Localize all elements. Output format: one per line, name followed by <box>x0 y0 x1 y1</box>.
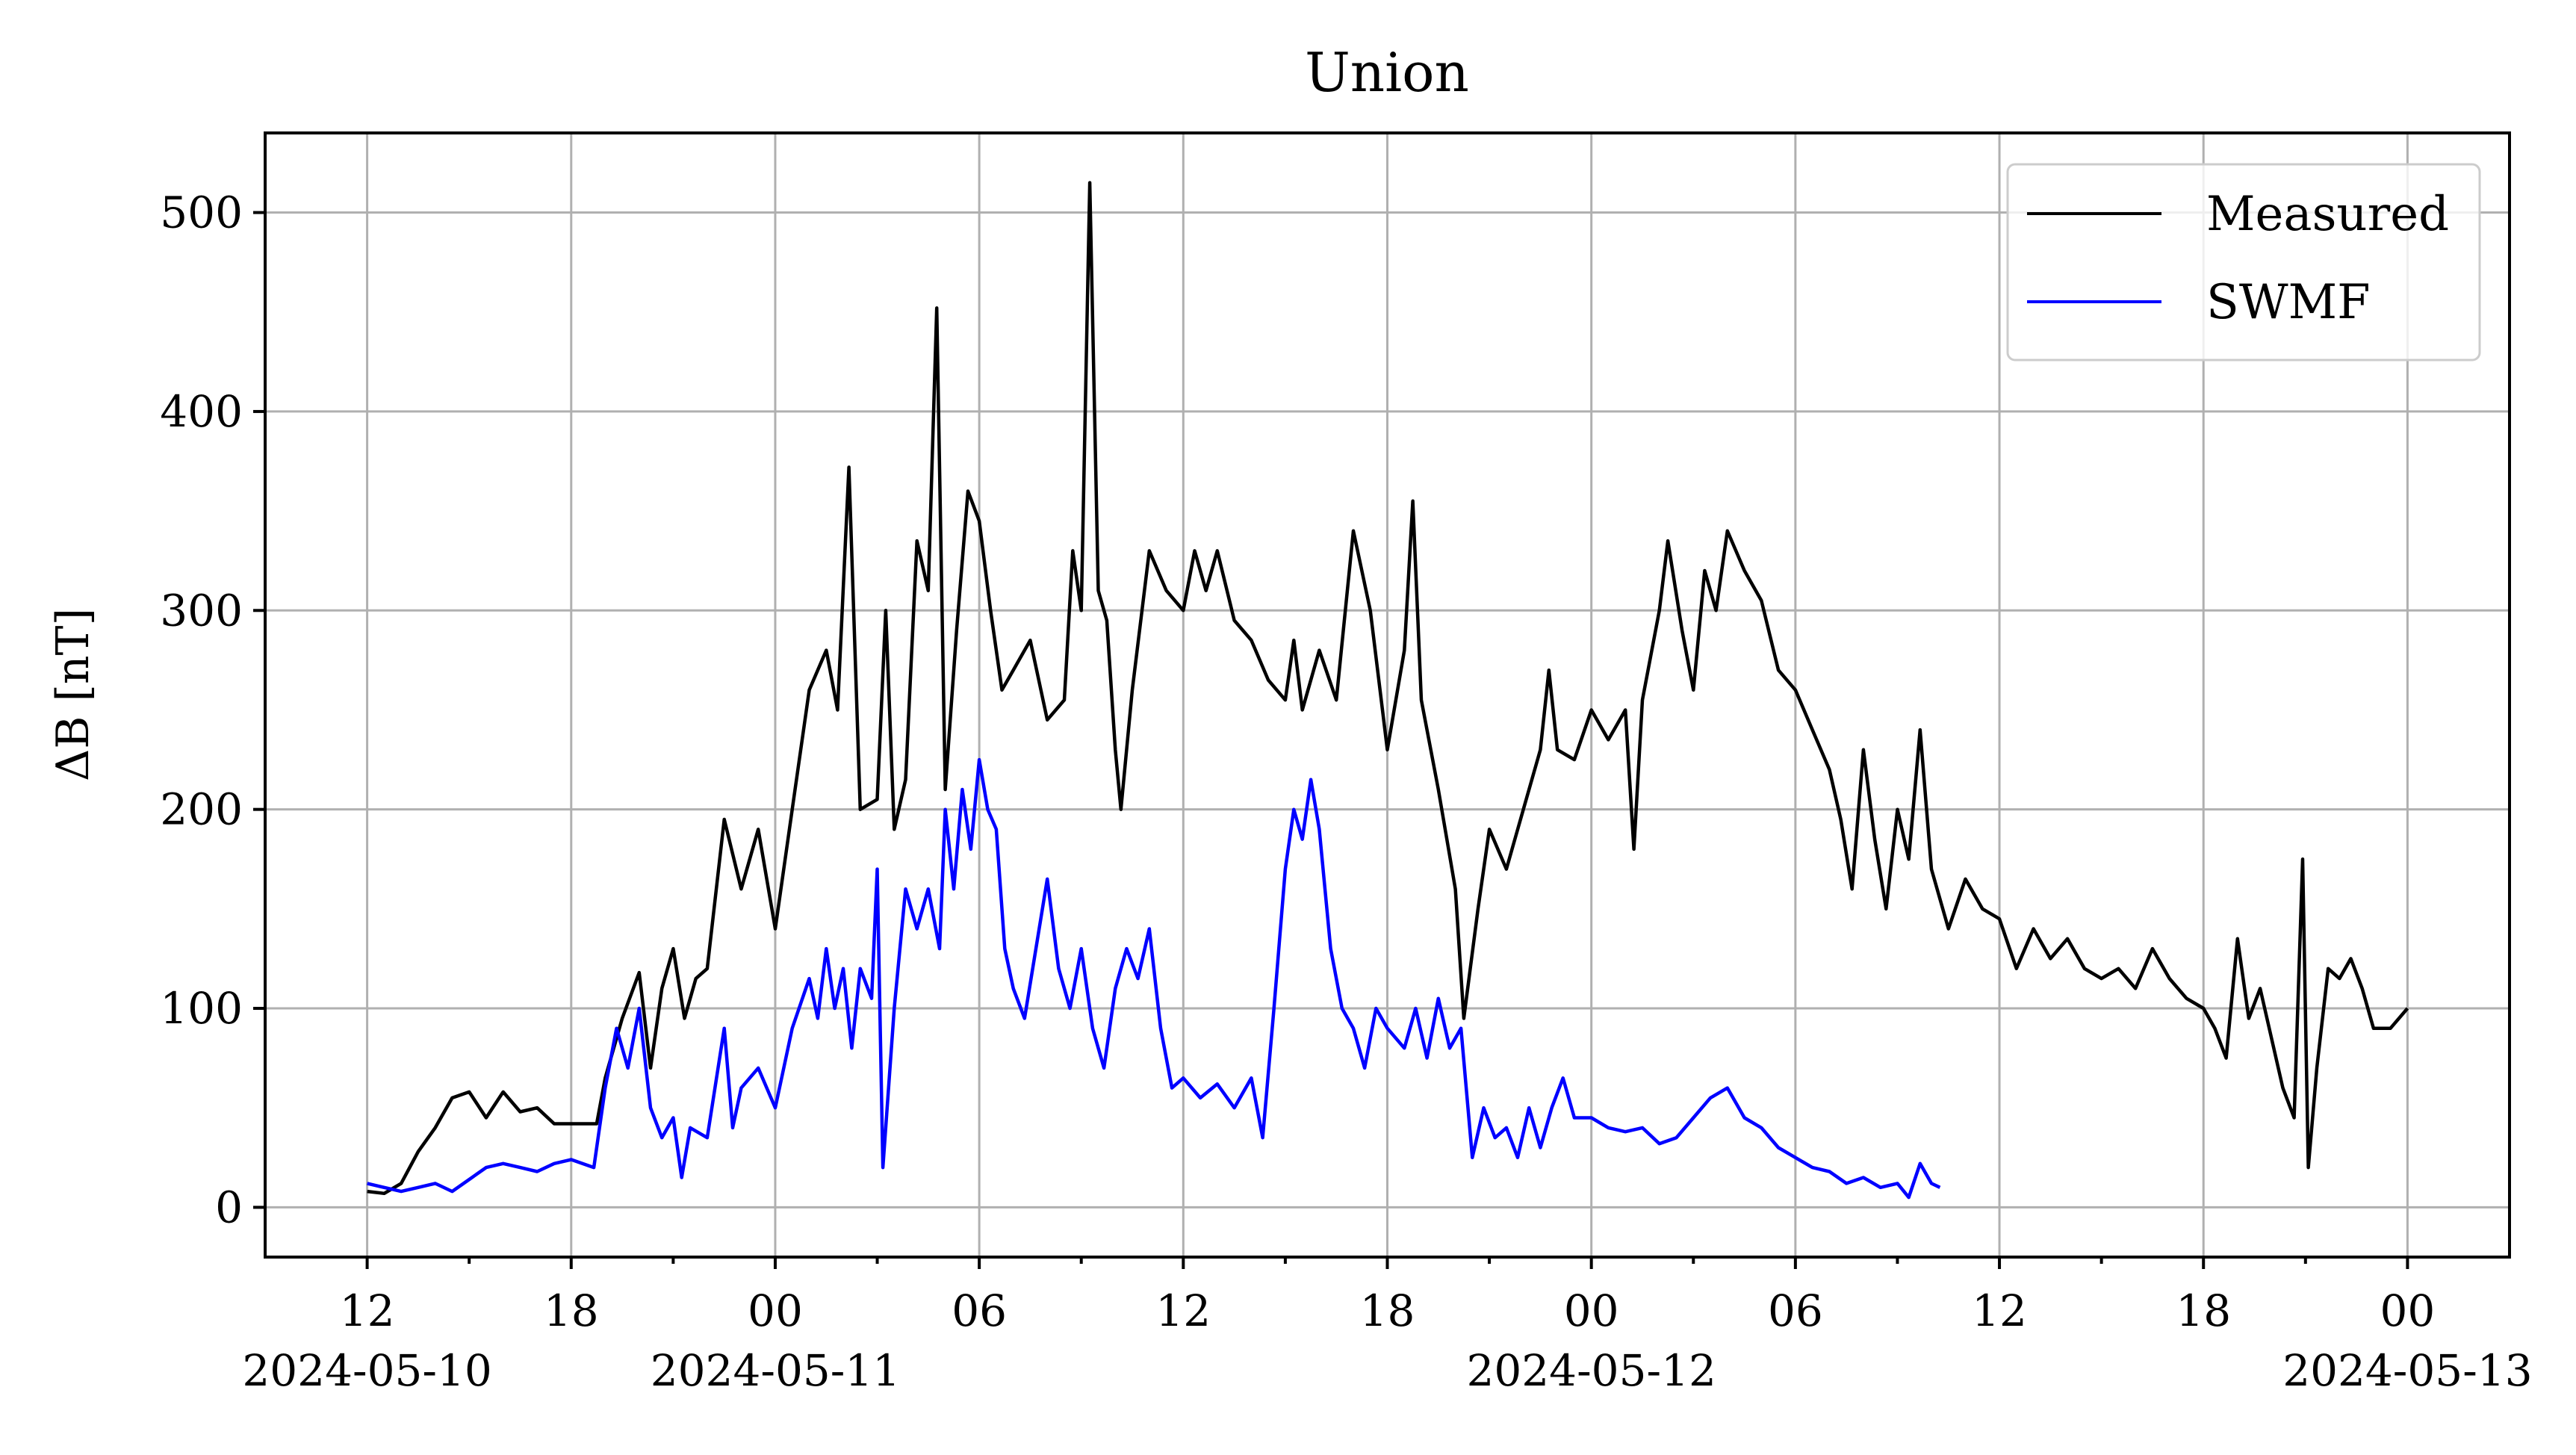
y-tick-label: 500 <box>160 187 243 238</box>
x-tick-label: 00 <box>1564 1285 1619 1336</box>
x-tick-label: 18 <box>544 1285 599 1336</box>
legend-label-swmf: SWMF <box>2206 275 2371 330</box>
chart-title: Union <box>1305 41 1469 104</box>
x-tick-date-label: 2024-05-12 <box>1466 1345 1716 1396</box>
x-tick-label: 00 <box>748 1285 803 1336</box>
y-tick-label: 200 <box>160 784 243 835</box>
x-tick-label: 06 <box>952 1285 1007 1336</box>
legend-label-measured: Measured <box>2206 187 2449 242</box>
x-tick-label: 18 <box>2176 1285 2231 1336</box>
y-axis: 0 100 200 300 400 500 <box>160 187 265 1232</box>
gridlines <box>265 133 2510 1257</box>
x-tick-label: 18 <box>1360 1285 1415 1336</box>
x-tick-label: 12 <box>1155 1285 1211 1336</box>
series-line-swmf <box>367 757 1941 1200</box>
x-tick-date-label: 2024-05-10 <box>242 1345 491 1396</box>
y-axis-label: ΔB [nT] <box>47 608 99 781</box>
y-tick-label: 400 <box>160 386 243 437</box>
y-tick-label: 300 <box>160 585 243 636</box>
x-tick-date-label: 2024-05-13 <box>2282 1345 2532 1396</box>
x-tick-label: 06 <box>1768 1285 1823 1336</box>
y-tick-label: 100 <box>160 983 243 1034</box>
x-tick-label: 12 <box>1972 1285 2027 1336</box>
x-tick-label: 12 <box>340 1285 395 1336</box>
legend: Measured SWMF <box>2006 163 2481 362</box>
x-tick-label: 00 <box>2380 1285 2436 1336</box>
series-layer <box>367 181 2409 1200</box>
x-axis: 12 2024-05-10 18 00 2024-05-11 06 12 18 00 2024-0… <box>242 1257 2533 1396</box>
y-tick-label: 0 <box>215 1182 243 1232</box>
series-line-measured <box>367 181 2409 1196</box>
x-tick-date-label: 2024-05-11 <box>651 1345 900 1396</box>
